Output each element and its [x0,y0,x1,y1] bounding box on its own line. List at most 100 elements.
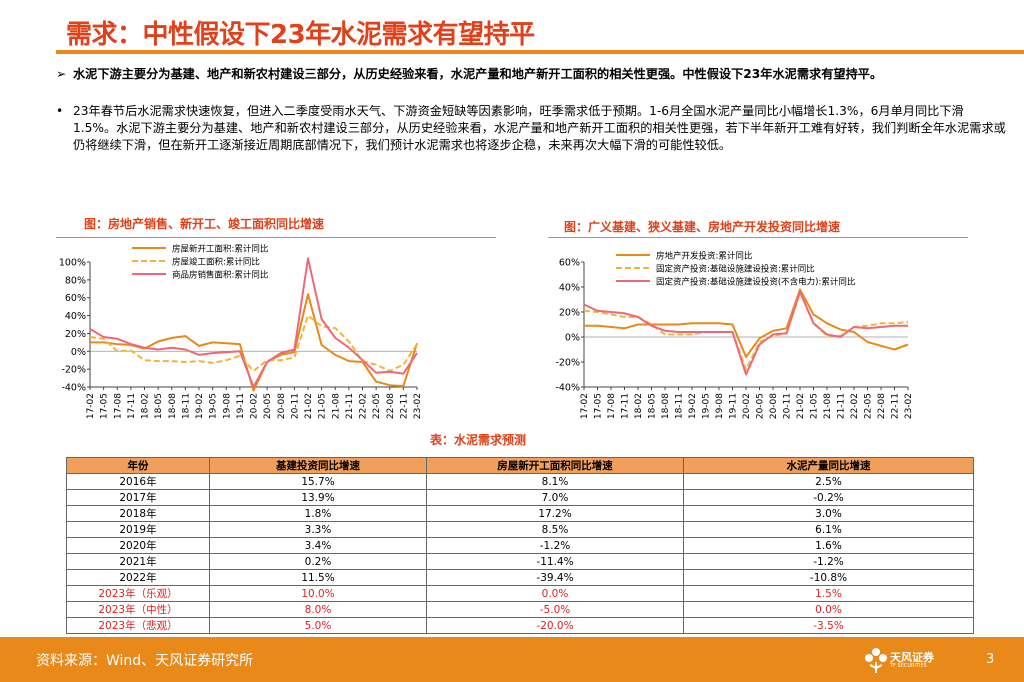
x-tick-label: 20-08 [769,393,779,419]
cell-newstart: 8.5% [426,521,684,538]
table-row: 2021年 0.2% -11.4% -1.2% [66,553,974,570]
dot-bullet-icon: • [56,104,64,118]
x-tick-label: 22-02 [359,393,369,419]
cell-newstart: 8.1% [426,473,684,490]
table-row-forecast: 2023年（中性） 8.0% -5.0% 0.0% [66,601,974,618]
flower-logo-icon [865,648,887,673]
cell-year: 2023年（悲观） [66,617,210,634]
table-row: 2022年 11.5% -39.4% -10.8% [66,569,974,586]
cell-newstart: -5.0% [426,601,684,618]
chart-2-rule [548,237,968,238]
x-tick-label: 17-11 [621,393,631,419]
chart-1-rule [56,237,496,238]
y-tick-label: 60% [559,258,580,269]
cell-year: 2023年（乐观） [66,585,210,602]
cell-infra: 8.0% [209,601,427,618]
x-tick-label: 17-08 [607,393,617,419]
x-tick-label: 18-02 [634,393,644,419]
table-row-forecast: 2023年（悲观） 5.0% -20.0% -3.5% [66,617,974,634]
x-tick-label: 23-02 [413,393,423,419]
page-title: 需求：中性假设下23年水泥需求有望持平 [66,20,535,50]
x-tick-label: 17-02 [86,393,96,419]
cell-infra: 5.0% [209,617,427,634]
arrow-bullet-icon: ➢ [56,67,67,81]
chart-2: 60%40%20%0%-20%-40%17-02 17-05 17-08 17-11 1… [555,251,914,420]
cell-newstart: 0.0% [426,585,684,602]
x-tick-label: 22-08 [386,393,396,419]
cell-cement: -1.2% [683,553,974,570]
x-tick-label: 19-08 [222,393,232,419]
header-cement: 水泥产量同比增速 [683,457,974,474]
legend-label: 固定资产投资:基础设施建设投资:累计同比 [656,264,815,275]
x-tick-label: 18-08 [661,393,671,419]
cell-cement: 2.5% [683,473,974,490]
x-tick-label: 22-05 [372,393,382,419]
y-tick-label: 20% [65,329,86,340]
table-title: 表：水泥需求预测 [430,433,527,447]
table-row: 2020年 3.4% -1.2% 1.6% [66,537,974,554]
header-infra: 基建投资同比增速 [209,457,427,474]
y-tick-label: 20% [559,308,580,319]
x-tick-label: 19-11 [236,393,246,419]
cell-infra: 1.8% [209,505,427,522]
cell-cement: 6.1% [683,521,974,538]
x-tick-label: 18-02 [141,393,151,419]
x-tick-label: 20-05 [756,393,766,419]
cell-infra: 3.4% [209,537,427,554]
x-tick-label: 17-08 [113,393,123,419]
x-tick-label: 21-11 [345,393,355,419]
chart-1: 100% 80% 60% 40% 20% 0% -20% -40%17-02 17-05 17-0… [59,244,423,420]
cell-cement: 3.0% [683,505,974,522]
series-line-3 [583,291,908,376]
table-row: 2017年 13.9% 7.0% -0.2% [66,489,974,506]
cell-infra: 10.0% [209,585,427,602]
bullet-2: • 23年春节后水泥需求快速恢复，但进入二季度受雨水天气、下游资金短缺等因素影响… [56,103,1006,154]
cell-newstart: 7.0% [426,489,684,506]
cell-year: 2021年 [66,553,210,570]
x-tick-label: 21-02 [796,393,806,419]
page-number: 3 [986,652,995,667]
cell-year: 2022年 [66,569,210,586]
cell-newstart: -39.4% [426,569,684,586]
x-tick-label: 21-08 [331,393,341,419]
company-logo: 天风证券 TF SECURITIES [864,646,954,676]
cell-year: 2019年 [66,521,210,538]
x-tick-label: 17-05 [100,393,110,419]
cell-cement: 1.6% [683,537,974,554]
cell-year: 2023年（中性） [66,601,210,618]
cell-year: 2018年 [66,505,210,522]
x-tick-label: 22-02 [850,393,860,419]
chart-2-title: 图：广义基建、狭义基建、房地产开发投资同比增速 [564,220,841,234]
x-tick-label: 20-02 [250,393,260,419]
x-tick-label: 19-11 [729,393,739,419]
cell-infra: 3.3% [209,521,427,538]
x-tick-label: 21-05 [810,393,820,419]
x-tick-label: 19-02 [195,393,205,419]
table-row: 2016年 15.7% 8.1% 2.5% [66,473,974,490]
x-tick-label: 19-02 [688,393,698,419]
series-line-3 [89,257,418,388]
y-tick-label: -40% [555,383,580,394]
y-tick-label: 0% [565,333,580,344]
cell-cement: 1.5% [683,585,974,602]
bullet-1: ➢ 水泥下游主要分为基建、地产和新农村建设三部分，从历史经验来看，水泥产量和地产… [56,66,1006,83]
x-tick-label: 20-08 [277,393,287,419]
chart-1-title: 图：房地产销售、新开工、竣工面积同比增速 [84,217,325,231]
cell-cement: 0.0% [683,601,974,618]
table-row-forecast: 2023年（乐观） 10.0% 0.0% 1.5% [66,585,974,602]
y-tick-label: 60% [65,293,86,304]
cell-year: 2017年 [66,489,210,506]
cell-year: 2016年 [66,473,210,490]
bullet-1-text: 水泥下游主要分为基建、地产和新农村建设三部分，从历史经验来看，水泥产量和地产新开… [73,67,883,81]
source-note: 资料来源：Wind、天风证券研究所 [36,653,254,669]
cell-infra: 0.2% [209,553,427,570]
table-row: 2018年 1.8% 17.2% 3.0% [66,505,974,522]
x-tick-label: 20-11 [783,393,793,419]
legend-label: 房地产开发投资:累计同比 [656,251,752,262]
legend-label: 固定资产投资:基础设施建设投资(不含电力):累计同比 [656,277,855,288]
y-tick-label: -20% [61,365,86,376]
x-tick-label: 18-05 [648,393,658,419]
x-tick-label: 18-08 [168,393,178,419]
cell-year: 2020年 [66,537,210,554]
cell-newstart: -1.2% [426,537,684,554]
